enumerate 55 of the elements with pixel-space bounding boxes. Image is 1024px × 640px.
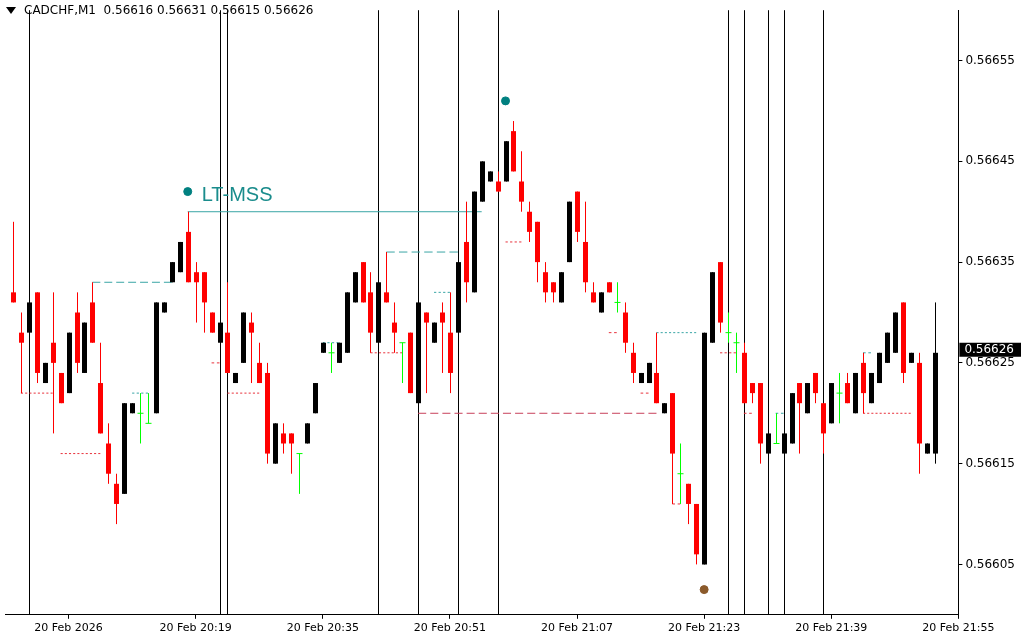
candlestick bbox=[392, 301, 397, 354]
x-tick-label: 20 Feb 21:39 bbox=[795, 621, 868, 635]
x-tick-label: 20 Feb 20:51 bbox=[413, 621, 486, 635]
candlestick bbox=[51, 291, 56, 434]
candlestick bbox=[296, 453, 303, 495]
candlestick bbox=[725, 312, 732, 344]
candlestick bbox=[137, 392, 144, 444]
point bbox=[183, 187, 193, 197]
y-tick-label: 0.56645 bbox=[965, 153, 1015, 168]
x-tick-label: 20 Feb 20:19 bbox=[159, 621, 232, 635]
candlestick bbox=[194, 261, 199, 324]
candlestick bbox=[836, 372, 843, 424]
candlestick bbox=[11, 221, 16, 303]
y-tick-label: 0.56625 bbox=[965, 355, 1015, 370]
candlestick bbox=[424, 312, 429, 394]
x-tick-label: 20 Feb 21:23 bbox=[668, 621, 741, 635]
annotation: 0.56626 bbox=[964, 341, 1014, 356]
candlestick bbox=[249, 312, 254, 384]
candlestick bbox=[813, 372, 818, 404]
candlestick bbox=[328, 342, 335, 374]
candlestick bbox=[614, 281, 621, 313]
candlestick bbox=[797, 382, 802, 455]
y-tick-label: 0.56605 bbox=[965, 556, 1015, 571]
candlestick bbox=[399, 342, 406, 384]
candlestick bbox=[257, 342, 262, 384]
candlestick bbox=[677, 443, 684, 505]
chart-title: CADCHF,M1 0.56616 0.56631 0.56615 0.56626 bbox=[24, 3, 314, 17]
candlestick bbox=[543, 261, 548, 303]
candlestick bbox=[845, 372, 850, 404]
candlestick bbox=[384, 251, 389, 303]
candlestick bbox=[145, 392, 152, 424]
point bbox=[699, 585, 709, 595]
candlestick bbox=[440, 301, 445, 374]
x-tick-label: 20 Feb 2026 bbox=[34, 621, 103, 635]
candlestick bbox=[496, 170, 501, 193]
candlestick bbox=[686, 483, 691, 525]
candlestick bbox=[773, 412, 780, 444]
y-tick-label: 0.56635 bbox=[965, 254, 1015, 269]
candlestick bbox=[750, 382, 755, 404]
y-tick-label: 0.56655 bbox=[965, 52, 1015, 67]
x-tick-label: 20 Feb 21:55 bbox=[922, 621, 995, 635]
candlestick bbox=[519, 150, 524, 213]
candlestick bbox=[527, 201, 532, 243]
candlestick bbox=[19, 312, 24, 394]
candlestick bbox=[114, 473, 119, 525]
candlestick bbox=[733, 332, 740, 374]
candlestick bbox=[551, 281, 556, 303]
x-tick-label: 20 Feb 21:07 bbox=[540, 621, 614, 635]
candlestick bbox=[631, 342, 636, 384]
candlestick bbox=[281, 422, 286, 455]
y-tick-label: 0.56615 bbox=[965, 455, 1015, 470]
point bbox=[501, 96, 511, 106]
x-tick-label: 20 Feb 20:35 bbox=[286, 621, 359, 635]
candlestick bbox=[599, 291, 604, 313]
candlestick bbox=[289, 432, 294, 475]
